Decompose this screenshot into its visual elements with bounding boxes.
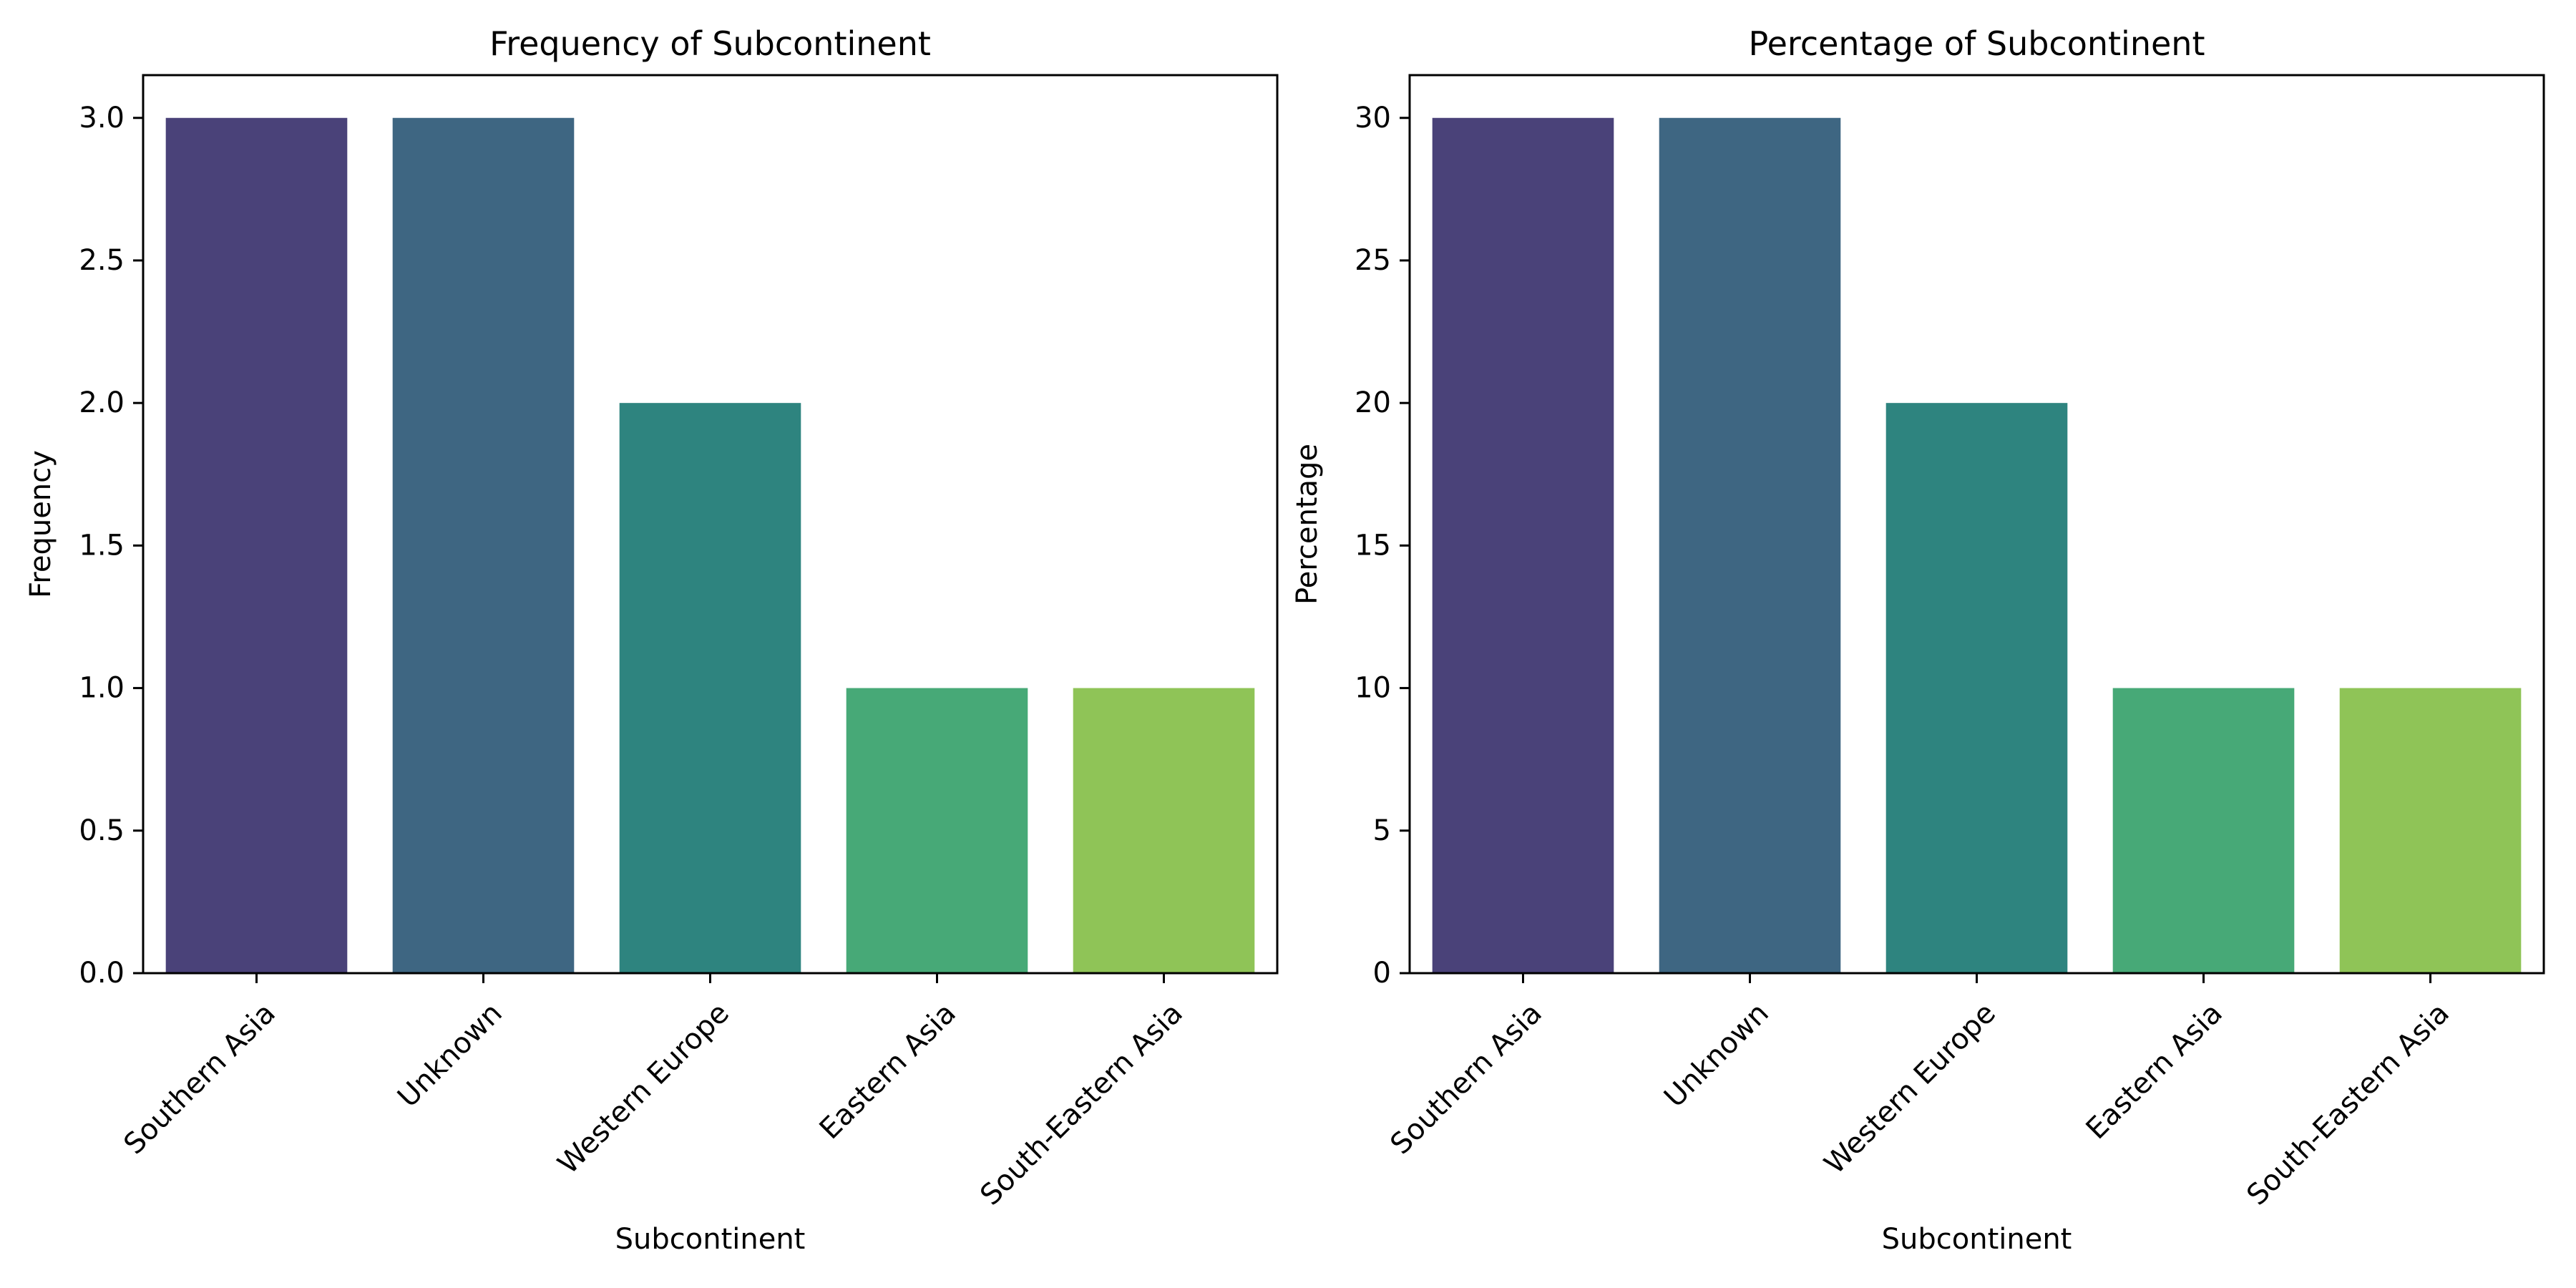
y-tick-label: 0 <box>1373 957 1391 990</box>
bar-southern-asia <box>165 117 348 973</box>
x-tick-label: Unknown <box>1658 997 1775 1114</box>
bar-south-eastern-asia <box>1073 688 1255 973</box>
x-tick-label: Unknown <box>391 997 509 1114</box>
y-tick-label: 10 <box>1355 672 1391 705</box>
y-tick-label: 0.5 <box>79 814 125 847</box>
y-tick-label: 1.5 <box>79 529 125 562</box>
x-axis-label: Subcontinent <box>615 1223 806 1256</box>
x-tick-label: South-Eastern Asia <box>2240 997 2456 1212</box>
x-tick-label: South-Eastern Asia <box>974 997 1189 1212</box>
bar-western-europe <box>619 403 801 973</box>
x-tick-label: Southern Asia <box>1384 997 1548 1161</box>
y-tick-label: 1.0 <box>79 672 125 705</box>
bar-south-eastern-asia <box>2339 688 2522 973</box>
bar-unknown <box>1659 117 1841 973</box>
y-tick-label: 2.5 <box>79 244 125 277</box>
x-tick-label: Eastern Asia <box>814 997 962 1146</box>
y-tick-label: 20 <box>1355 386 1391 419</box>
x-ticks: Southern Asia Unknown Western Europe Easter… <box>1384 973 2456 1212</box>
bar-eastern-asia <box>846 688 1028 973</box>
y-ticks: 0.0 0.5 1.0 1.5 2.0 2.5 3.0 <box>79 102 143 990</box>
y-tick-label: 30 <box>1355 102 1391 135</box>
x-ticks: Southern Asia Unknown Western Europe Easter… <box>117 973 1189 1212</box>
bars <box>1432 117 2522 973</box>
x-tick-label: Western Europe <box>1818 997 2002 1181</box>
y-ticks: 0 5 10 15 20 25 30 <box>1355 102 1410 990</box>
chart-title: Frequency of Subcontinent <box>489 24 931 63</box>
y-axis-label: Frequency <box>24 450 57 598</box>
y-tick-label: 5 <box>1373 814 1391 847</box>
bars <box>165 117 1255 973</box>
y-tick-label: 15 <box>1355 529 1391 562</box>
x-tick-label: Western Europe <box>552 997 736 1181</box>
percentage-chart-panel: Percentage of Subcontinent Percentage Su… <box>1291 24 2545 1256</box>
plot-frame <box>1408 74 2545 975</box>
chart-title: Percentage of Subcontinent <box>1749 24 2205 63</box>
plot-frame <box>142 74 1279 975</box>
bar-southern-asia <box>1432 117 1614 973</box>
y-tick-label: 25 <box>1355 244 1391 277</box>
x-tick-label: Eastern Asia <box>2080 997 2229 1146</box>
bar-western-europe <box>1885 403 2068 973</box>
bar-eastern-asia <box>2112 688 2295 973</box>
y-axis-label: Percentage <box>1291 444 1324 605</box>
x-tick-label: Southern Asia <box>117 997 281 1161</box>
y-tick-label: 0.0 <box>79 957 125 990</box>
bar-unknown <box>392 117 575 973</box>
x-axis-label: Subcontinent <box>1882 1223 2072 1256</box>
frequency-chart-panel: Frequency of Subcontinent Frequency Subc… <box>24 24 1279 1256</box>
y-tick-label: 2.0 <box>79 386 125 419</box>
y-tick-label: 3.0 <box>79 102 125 135</box>
